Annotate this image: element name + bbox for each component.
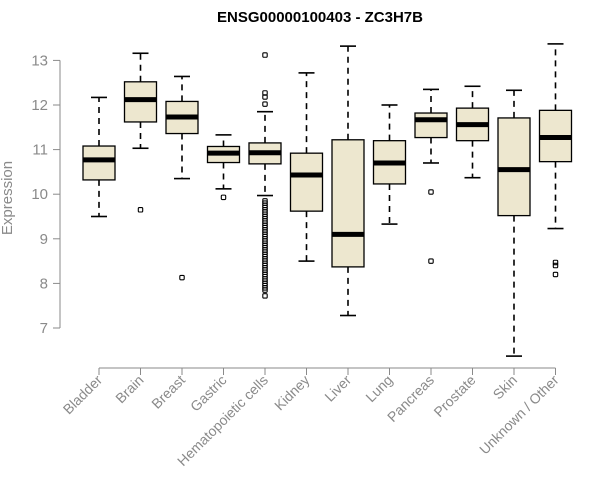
box-group — [497, 89, 531, 357]
outlier-point — [552, 262, 559, 269]
iqr-box — [331, 139, 365, 268]
outlier-point — [179, 274, 185, 281]
outlier-point — [262, 52, 268, 58]
outlier-point — [552, 259, 559, 266]
x-tick-label: Unknown / Other — [476, 372, 562, 458]
box-group — [372, 104, 407, 225]
box-group — [455, 85, 490, 179]
box-group — [538, 43, 573, 278]
outlier-point — [262, 293, 268, 299]
iqr-box — [289, 152, 324, 212]
outlier-point — [220, 194, 227, 201]
outlier-point — [428, 258, 434, 264]
y-tick-label: 7 — [40, 320, 48, 337]
y-tick-label: 10 — [31, 186, 48, 203]
iqr-box — [414, 112, 448, 139]
x-tick-label: Skin — [490, 372, 521, 403]
y-tick-label: 12 — [31, 97, 48, 114]
y-tick-label: 11 — [32, 142, 48, 159]
outlier-point — [262, 101, 268, 107]
x-tick-label: Brain — [112, 372, 146, 406]
box-group — [248, 52, 282, 299]
box-group — [165, 75, 199, 281]
y-tick-label: 13 — [31, 52, 48, 69]
y-axis-label: Expression — [0, 161, 16, 235]
box-group — [82, 96, 116, 218]
outlier-point — [552, 271, 559, 278]
outlier-point — [262, 287, 268, 293]
y-tick-label: 8 — [40, 275, 48, 292]
box-group — [414, 88, 448, 264]
boxes — [82, 43, 573, 357]
x-tick-label: Breast — [148, 372, 188, 412]
box-group — [123, 52, 158, 213]
y-tick-label: 9 — [40, 231, 48, 248]
outlier-point — [262, 94, 268, 100]
outlier-point — [428, 189, 434, 195]
chart-title: ENSG00000100403 - ZC3H7B — [217, 9, 423, 26]
iqr-box — [497, 117, 531, 217]
x-tick-label: Bladder — [60, 372, 106, 418]
y-axis: 7 8 9 10 11 12 13 — [31, 52, 61, 337]
x-tick-label: Kidney — [271, 372, 313, 414]
x-tick-label: Liver — [321, 372, 354, 405]
box-group — [331, 45, 365, 317]
box-group — [289, 72, 324, 262]
iqr-box — [82, 145, 116, 181]
box-group — [206, 134, 241, 201]
outlier-point — [137, 207, 144, 213]
x-tick-label: Prostate — [430, 372, 478, 420]
x-tick-label: Lung — [362, 372, 395, 405]
